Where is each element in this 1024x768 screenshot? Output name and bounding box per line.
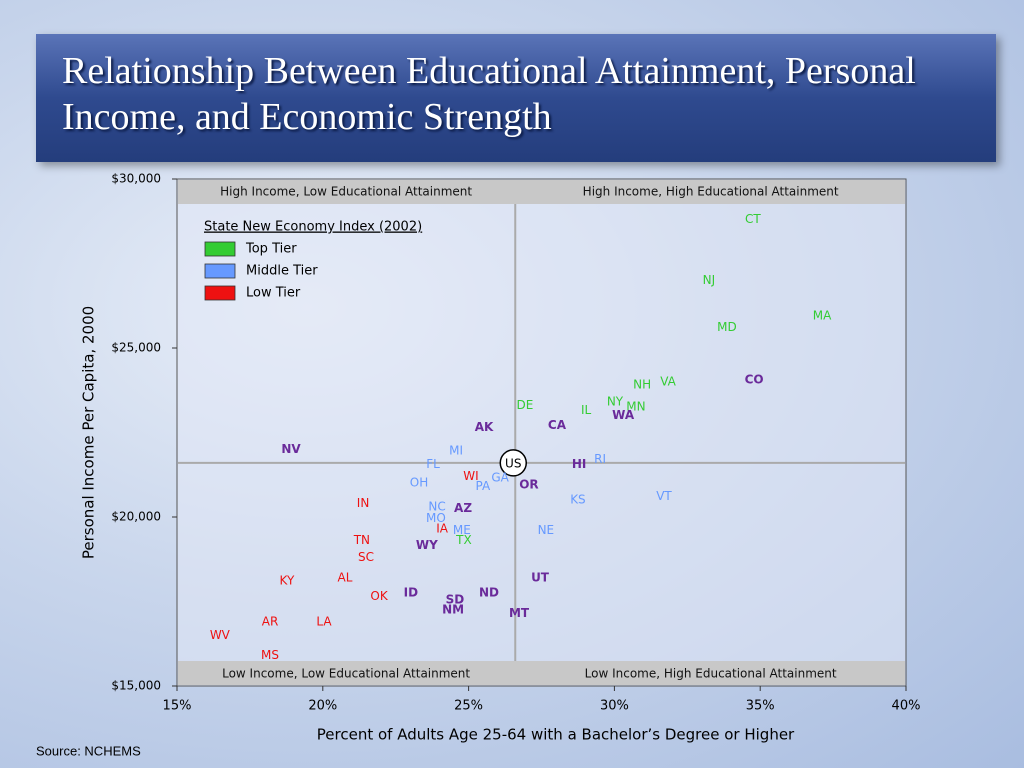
- chart-title: Relationship Between Educational Attainm…: [62, 50, 916, 138]
- state-point: AL: [338, 570, 353, 584]
- state-point: IL: [581, 403, 592, 417]
- state-point: MI: [449, 444, 463, 458]
- state-point: SD: [446, 592, 465, 606]
- state-point: NM: [442, 602, 464, 616]
- state-point: TN: [353, 533, 370, 547]
- state-point: KS: [570, 493, 586, 507]
- x-tick-label: 40%: [892, 699, 921, 714]
- state-point: WV: [210, 628, 231, 642]
- y-tick-label: $20,000: [111, 510, 161, 524]
- state-point: NJ: [703, 273, 716, 287]
- state-point: WA: [612, 408, 635, 422]
- state-point: OK: [370, 589, 388, 603]
- state-point: TX: [455, 533, 472, 547]
- plot-area: [176, 178, 907, 687]
- reference-marker: [499, 449, 528, 477]
- state-point: ID: [404, 586, 418, 600]
- state-point: GA: [491, 471, 509, 485]
- state-point: NH: [633, 378, 651, 392]
- state-point: CT: [745, 212, 761, 226]
- state-point: IN: [357, 496, 370, 510]
- quadrant-label: High Income, Low Educational Attainment: [220, 185, 472, 199]
- legend-label: Middle Tier: [246, 264, 318, 279]
- y-axis-label: Personal Income Per Capita, 2000: [80, 306, 98, 559]
- x-tick-label: 35%: [746, 699, 775, 714]
- legend-swatch: [204, 285, 236, 301]
- y-tick-label: $30,000: [111, 172, 161, 186]
- x-tick-label: 20%: [308, 699, 337, 714]
- state-point: VA: [660, 374, 676, 388]
- state-point: CA: [548, 418, 567, 432]
- state-point: HI: [572, 457, 587, 471]
- y-tick-label: $25,000: [111, 341, 161, 355]
- state-point: WI: [463, 469, 478, 483]
- state-point: OR: [519, 477, 538, 491]
- state-point: NC: [428, 499, 445, 513]
- state-point: MA: [813, 308, 832, 322]
- source: Source: NCHEMS: [36, 743, 141, 758]
- state-point: AZ: [454, 501, 472, 515]
- state-point: IA: [436, 521, 449, 535]
- quadrant-label: Low Income, High Educational Attainment: [585, 667, 837, 681]
- state-point: OH: [410, 476, 428, 490]
- legend-swatch: [204, 241, 236, 257]
- state-point: RI: [594, 452, 606, 466]
- state-point: LA: [316, 614, 332, 628]
- quadrant-band: [178, 661, 905, 685]
- quadrant-label: Low Income, Low Educational Attainment: [222, 667, 470, 681]
- y-tick-label: $15,000: [111, 679, 161, 693]
- state-point: NV: [281, 442, 301, 456]
- state-point: VT: [656, 489, 672, 503]
- state-point: FL: [426, 457, 440, 471]
- legend-title: State New Economy Index (2002): [204, 220, 422, 235]
- state-point: PA: [476, 479, 491, 493]
- state-point: MO: [426, 511, 446, 525]
- state-point: MS: [261, 648, 279, 662]
- legend-swatch: [204, 263, 236, 279]
- state-point: MD: [717, 320, 737, 334]
- reference-label: US: [505, 456, 521, 470]
- state-point: AK: [475, 420, 494, 434]
- x-axis-label: Percent of Adults Age 25-64 with a Bache…: [317, 726, 795, 744]
- legend-label: Low Tier: [246, 286, 301, 301]
- state-point: MN: [626, 400, 645, 414]
- state-point: CO: [745, 373, 764, 387]
- state-point: ND: [479, 586, 499, 600]
- x-tick-label: 30%: [600, 699, 629, 714]
- quadrant-band: [178, 180, 905, 204]
- state-point: NY: [607, 395, 624, 409]
- quadrant-label: High Income, High Educational Attainment: [583, 185, 839, 199]
- title-banner: [36, 34, 996, 162]
- state-point: ME: [453, 523, 471, 537]
- x-tick-label: 25%: [454, 699, 483, 714]
- legend-label: Top Tier: [245, 242, 297, 257]
- state-point: MT: [509, 606, 530, 620]
- state-point: UT: [531, 570, 550, 584]
- x-tick-label: 15%: [163, 699, 192, 714]
- state-point: SC: [358, 550, 374, 564]
- state-point: NE: [538, 523, 555, 537]
- state-point: DE: [516, 398, 533, 412]
- state-point: AR: [262, 614, 279, 628]
- state-point: KY: [280, 574, 295, 588]
- state-point: WY: [416, 538, 438, 552]
